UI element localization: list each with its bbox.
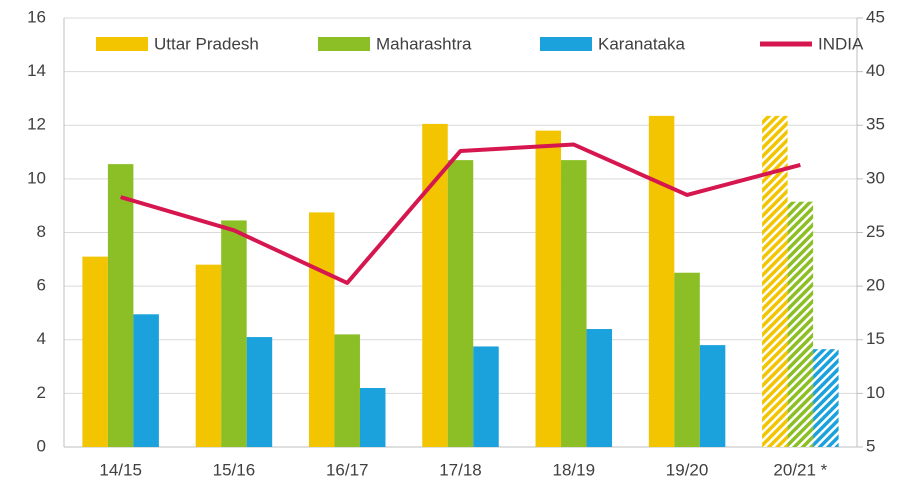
y-tick-label: 8 xyxy=(37,222,46,241)
bar xyxy=(107,164,134,448)
y2-tick-label: 15 xyxy=(866,329,885,348)
bar xyxy=(787,201,814,447)
bar xyxy=(334,334,360,447)
bar xyxy=(359,388,386,447)
y-tick-label: 6 xyxy=(37,276,46,295)
bar xyxy=(674,272,700,447)
legend-swatch xyxy=(318,37,370,51)
x-tick-label: 20/21 * xyxy=(773,460,827,479)
bar xyxy=(447,160,474,447)
y-tick-label: 0 xyxy=(37,436,46,455)
bar xyxy=(246,337,273,447)
bar xyxy=(648,115,675,447)
legend-label: Maharashtra xyxy=(376,34,472,53)
bar xyxy=(813,349,839,447)
y-tick-label: 4 xyxy=(37,329,46,348)
legend-label: INDIA xyxy=(818,34,864,53)
bar xyxy=(82,256,108,447)
y2-tick-label: 25 xyxy=(866,222,885,241)
bar xyxy=(762,115,788,447)
y2-tick-label: 45 xyxy=(866,7,885,26)
y-tick-label: 2 xyxy=(37,383,46,402)
y-tick-label: 10 xyxy=(27,168,46,187)
legend-label: Karanataka xyxy=(598,34,685,53)
bar xyxy=(195,264,222,447)
x-tick-label: 19/20 xyxy=(666,460,709,479)
x-tick-label: 18/19 xyxy=(553,460,596,479)
bar xyxy=(221,220,247,447)
line xyxy=(120,142,801,285)
y2-tick-label: 20 xyxy=(866,276,885,295)
x-tick-label: 15/16 xyxy=(213,460,256,479)
y2-tick-label: 10 xyxy=(866,383,885,402)
y2-tick-label: 40 xyxy=(866,61,885,80)
x-tick-label: 17/18 xyxy=(439,460,482,479)
bar xyxy=(133,314,159,447)
legend-swatch xyxy=(540,37,592,51)
y-tick-label: 14 xyxy=(27,61,46,80)
y2-tick-label: 30 xyxy=(866,168,885,187)
bar xyxy=(561,160,587,447)
bar xyxy=(308,212,335,447)
y-tick-label: 16 xyxy=(27,7,46,26)
bar xyxy=(586,329,613,447)
legend-swatch xyxy=(96,37,148,51)
x-tick-label: 14/15 xyxy=(99,460,142,479)
y2-tick-label: 5 xyxy=(866,436,875,455)
bar xyxy=(473,346,499,447)
y-tick-label: 12 xyxy=(27,115,46,134)
x-tick-label: 16/17 xyxy=(326,460,369,479)
bar xyxy=(535,130,562,448)
y2-tick-label: 35 xyxy=(866,115,885,134)
legend-label: Uttar Pradesh xyxy=(154,34,259,53)
bar xyxy=(699,345,726,447)
